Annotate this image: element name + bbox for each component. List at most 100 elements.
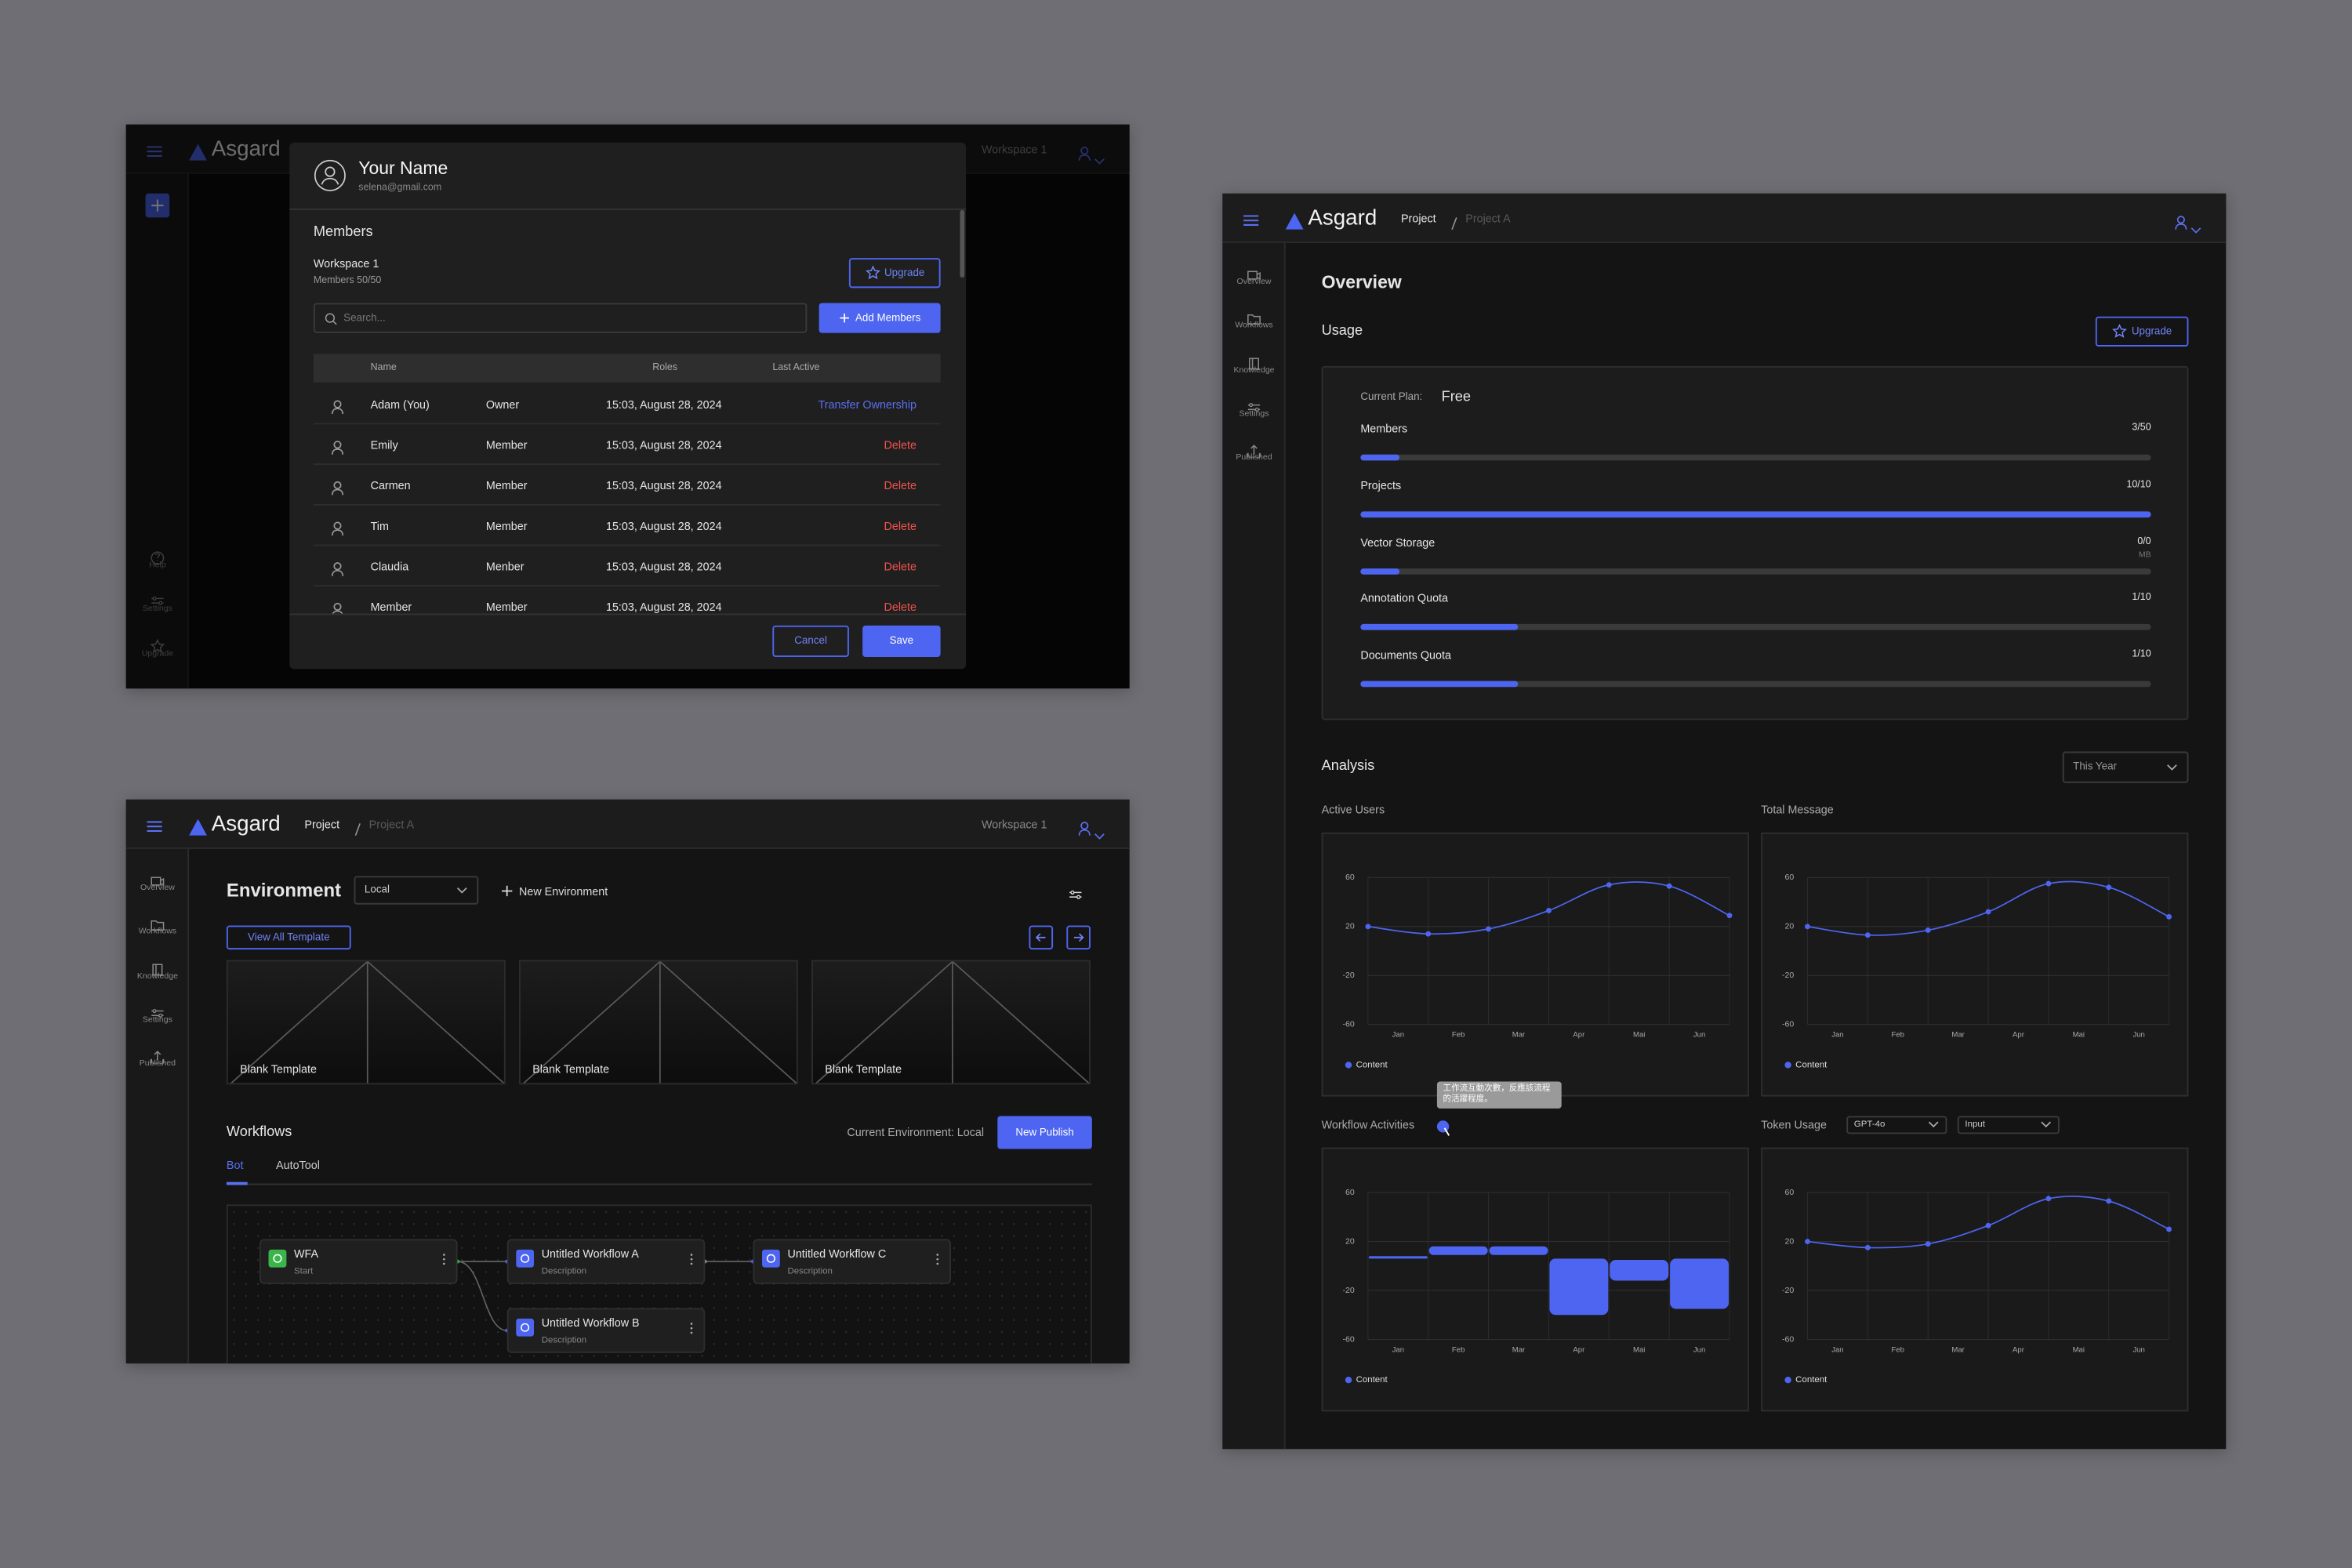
new-publish-button[interactable]: New Publish [997,1116,1092,1149]
chart-select[interactable]: GPT-4o [1846,1116,1947,1134]
y-tick-label: -20 [1342,971,1354,980]
glyph-part [1285,212,1304,230]
y-tick-label: -20 [1782,971,1794,980]
glyph-part [332,319,337,325]
table-row: Adam (You) Owner 15:03, August 28, 2024 Tra… [313,384,941,425]
divider [289,613,967,615]
x-tick-label: Jan [1831,1345,1843,1354]
section-title: Usage [1321,322,1363,339]
breadcrumb-project[interactable]: Project [304,818,340,832]
nav-item[interactable]: Workflows [126,913,187,952]
bar [1610,1259,1669,1281]
glyph-part [325,166,336,177]
data-point [1666,883,1672,889]
workflow-node[interactable]: WFA Start [259,1239,458,1284]
scrollbar [960,209,965,278]
brand-name: Asgard [211,812,281,837]
brand-name: Asgard [1308,206,1377,231]
member-name: Claudia [370,560,409,574]
view-all-templates[interactable]: View All Template [226,925,351,950]
chart-select[interactable]: Input [1957,1116,2060,1134]
template-card[interactable]: Blank Template [811,960,1091,1085]
sidebar: Overview Workflows Knowledge Settings Publis… [125,848,190,1364]
row-action[interactable]: Delete [884,438,917,452]
arrow [1035,933,1046,942]
member-icon [330,598,345,614]
glyph-part [1243,215,1259,227]
nav-item[interactable]: Knowledge [126,956,187,996]
period-select[interactable]: This Year [2062,751,2189,783]
workflow-node[interactable]: Untitled Workflow B Description [506,1308,706,1353]
row-action[interactable]: Transfer Ownership [818,397,917,412]
quota-value: 3/50 [2132,423,2151,434]
glyph-part [442,1258,445,1261]
breadcrumb-separator [1450,212,1458,230]
page-title: Overview [1321,271,1402,293]
header: Asgard Project Project A [1222,193,2227,243]
nav-item[interactable]: Workflows [1222,307,1283,346]
row-action[interactable]: Delete [884,478,917,493]
nav-item[interactable]: Settings [126,1000,187,1040]
x-tick-label: Feb [1452,1031,1465,1040]
member-icon [330,437,345,455]
cancel-button[interactable]: Cancel [772,625,849,658]
tab[interactable]: Bot [226,1158,244,1172]
user-menu-chevron [2190,216,2201,234]
x-tick-label: Feb [1892,1031,1904,1040]
tab[interactable]: AutoTool [276,1158,320,1172]
upgrade-button[interactable]: Upgrade [2095,316,2189,347]
nav-label: Published [1236,453,1272,463]
x-tick-label: Apr [1573,1345,1585,1354]
nav-item[interactable]: Knowledge [1222,350,1283,390]
next-button[interactable] [1066,925,1091,950]
glyph-part [160,877,165,887]
nav-item[interactable]: Overview [126,869,187,908]
avatar-glyph [314,159,346,191]
data-point [2106,884,2112,891]
nav-icon [150,1000,165,1018]
nav-label: Settings [142,1015,172,1025]
member-icon [330,517,345,536]
glyph-part [151,920,165,931]
node-menu-glyph [690,1323,693,1334]
glyph-part [354,823,361,836]
glyph-part [152,963,163,975]
environment-screen: Asgard Project Project A Workspace 1 Overvie… [125,799,1130,1364]
breadcrumb-project[interactable]: Project [1400,212,1436,226]
glyph-part [333,481,342,490]
upgrade-button[interactable]: Upgrade [848,258,941,289]
save-button[interactable]: Save [862,625,941,658]
add-members-button[interactable]: Add Members [818,303,941,333]
environment-select[interactable]: Local [354,876,479,905]
template-card[interactable]: Blank Template [226,960,506,1085]
glyph-part [522,961,797,1083]
nav-icon [150,913,165,931]
tab-divider [226,1183,1092,1185]
new-environment-button[interactable]: New Environment [501,877,608,904]
row-action[interactable]: Delete [884,560,917,574]
workflow-canvas: WFA Start Untitled Workflow A Description Un… [226,1204,1092,1364]
x-tick-label: Jan [1392,1031,1404,1040]
chart-title: Token Usage [1761,1117,1827,1132]
nav-item[interactable]: Published [1222,438,1283,477]
data-point [1425,931,1432,937]
glyph-part [456,887,467,893]
row-action[interactable]: Delete [884,519,917,533]
nav-item[interactable]: Settings [1222,394,1283,434]
button-label: New Environment [518,884,608,898]
workflow-node[interactable]: Untitled Workflow C Description [753,1239,952,1284]
bar [1368,1256,1428,1259]
template-card[interactable]: Blank Template [518,960,798,1085]
row-action[interactable]: Delete [884,600,917,614]
workflow-node[interactable]: Untitled Workflow A Description [506,1239,706,1284]
select-value: Input [1965,1120,1985,1130]
nav-item[interactable]: Published [126,1044,187,1083]
glyph-part [501,885,513,897]
search-input[interactable]: Search... [313,303,808,333]
quota-bar [1360,454,1400,461]
prev-button[interactable] [1029,925,1054,950]
nav-item[interactable]: Overview [1222,263,1283,302]
x-tick-label: Jan [1831,1031,1843,1040]
